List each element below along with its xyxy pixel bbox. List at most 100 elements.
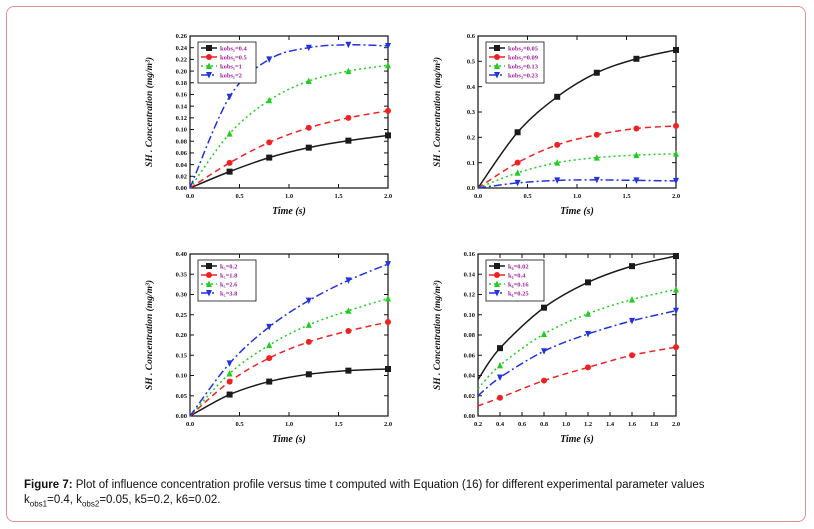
x-tick-label: 1.8 <box>650 421 659 428</box>
y-tick-label: 0.00 <box>176 413 187 420</box>
x-tick-label: 1.0 <box>562 421 570 428</box>
legend-marker <box>206 54 212 60</box>
data-point <box>541 377 547 384</box>
data-point <box>497 345 503 352</box>
y-tick-label: 0.24 <box>176 45 188 52</box>
data-point <box>541 348 547 355</box>
x-tick-label: 0.5 <box>523 193 532 200</box>
data-point <box>554 141 561 148</box>
legend-marker <box>494 62 500 69</box>
x-tick-label: 0.0 <box>474 193 482 200</box>
legend-label: kobs₁=0.4 <box>220 45 248 52</box>
y-axis-label: SH . Concentration (mg/m³) <box>432 57 443 167</box>
x-axis-label: Time (s) <box>272 206 306 217</box>
y-tick-label: 0.1 <box>467 160 475 167</box>
legend-marker <box>494 263 500 269</box>
x-tick-label: 1.5 <box>622 193 631 200</box>
y-tick-label: 0.00 <box>176 185 187 192</box>
y-tick-label: 0.06 <box>464 352 476 359</box>
data-point <box>345 277 352 284</box>
y-tick-label: 0.16 <box>176 92 188 99</box>
y-tick-label: 0.12 <box>176 115 187 122</box>
data-point <box>514 159 521 166</box>
series-line <box>189 368 389 417</box>
legend-marker <box>206 62 212 69</box>
data-point <box>345 327 352 334</box>
legend-marker <box>206 280 212 287</box>
x-tick-label: 2.0 <box>384 421 392 428</box>
data-point <box>226 378 233 385</box>
x-tick-label: 1.0 <box>285 421 293 428</box>
data-point <box>629 263 635 270</box>
data-point <box>305 371 312 378</box>
legend-marker <box>494 72 500 79</box>
data-point <box>266 378 273 385</box>
x-tick-label: 0.8 <box>540 421 549 428</box>
data-point <box>514 179 521 187</box>
data-point <box>554 177 561 184</box>
legend-label: k₆=0.02 <box>508 263 529 270</box>
x-tick-label: 1.0 <box>285 193 293 200</box>
data-point <box>593 131 600 138</box>
series-line <box>477 153 677 189</box>
series-line <box>477 288 677 390</box>
series-line <box>189 263 389 417</box>
y-tick-label: 0.0 <box>467 185 475 192</box>
y-tick-label: 0.04 <box>464 373 476 380</box>
data-point <box>385 366 391 373</box>
legend-label: k₆=0.4 <box>508 272 526 279</box>
data-point <box>629 317 635 325</box>
x-tick-label: 0.0 <box>186 421 194 428</box>
data-point <box>673 122 679 129</box>
data-point <box>305 297 312 305</box>
data-point <box>633 55 640 62</box>
legend: kobs₂=0.05 kobs₂=0.09 kobs₂=0.13 kobs₂=0.23 <box>485 41 545 84</box>
y-tick-label: 0.20 <box>176 68 187 75</box>
x-tick-label: 1.5 <box>334 421 343 428</box>
x-tick-label: 0.5 <box>235 193 244 200</box>
figure-frame <box>6 6 806 522</box>
x-tick-label: 0.6 <box>518 421 527 428</box>
y-tick-label: 0.14 <box>464 271 476 278</box>
data-point <box>385 319 391 326</box>
y-tick-label: 0.06 <box>176 150 188 157</box>
data-point <box>633 125 640 132</box>
y-tick-label: 0.16 <box>464 251 476 258</box>
data-point <box>226 93 233 101</box>
y-axis-label: SH . Concentration (mg/m³) <box>144 57 155 167</box>
y-tick-label: 0.15 <box>176 352 188 359</box>
data-point <box>673 253 679 260</box>
y-tick-label: 0.3 <box>467 109 476 116</box>
series-line <box>189 134 389 189</box>
data-point <box>345 367 352 374</box>
legend-label: k₆=0.25 <box>508 290 529 297</box>
data-point <box>593 176 600 184</box>
legend-label: kobs₂=0.09 <box>508 54 539 61</box>
data-point <box>585 364 591 371</box>
data-point <box>345 137 352 144</box>
y-tick-label: 0.00 <box>464 413 475 420</box>
data-point <box>226 369 233 377</box>
data-point <box>226 130 233 137</box>
legend-marker <box>206 263 212 269</box>
y-tick-label: 0.02 <box>464 393 475 400</box>
series-line <box>189 110 389 189</box>
data-point <box>514 129 521 136</box>
y-tick-label: 0.25 <box>176 312 188 319</box>
data-point <box>554 93 561 100</box>
x-tick-label: 1.0 <box>573 193 581 200</box>
y-axis-label: SH . Concentration (mg/m³) <box>144 280 155 390</box>
legend-marker <box>494 54 500 60</box>
legend-marker <box>206 45 212 51</box>
data-point <box>266 355 273 362</box>
y-tick-label: 0.12 <box>464 292 475 299</box>
legend-marker <box>494 272 500 278</box>
y-tick-label: 0.4 <box>467 84 476 91</box>
legend-label: kobs₁=2 <box>220 72 242 79</box>
legend-marker <box>206 272 212 278</box>
data-point <box>673 46 679 53</box>
data-point <box>305 124 312 131</box>
data-point <box>673 344 679 351</box>
data-point <box>305 144 312 151</box>
y-tick-label: 0.10 <box>176 373 187 380</box>
